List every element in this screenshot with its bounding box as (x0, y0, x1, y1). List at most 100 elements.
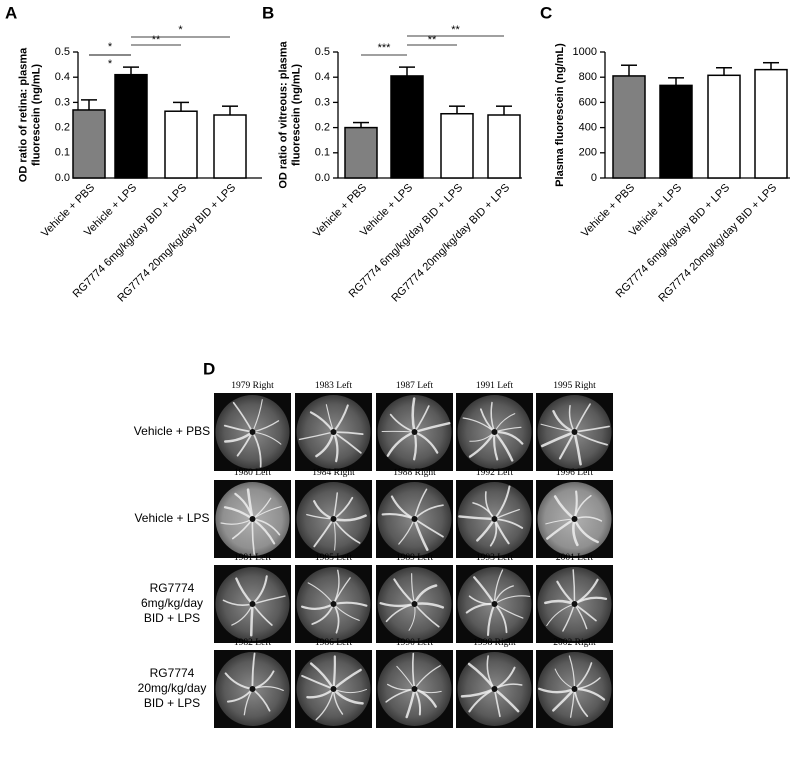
optic-disc (491, 516, 498, 522)
bar (72, 109, 106, 179)
bar (487, 114, 521, 179)
fundus-image (295, 565, 372, 643)
panel-label: C (540, 3, 552, 22)
optic-disc (249, 686, 256, 692)
significance-label: * (178, 24, 183, 36)
optic-disc (411, 429, 418, 435)
fundus-image (214, 650, 291, 728)
y-tick-label: 0.0 (315, 172, 330, 184)
y-tick-label: 200 (579, 147, 597, 159)
vessel (249, 602, 254, 637)
y-tick-label: 0.1 (55, 147, 70, 159)
bar (213, 114, 247, 179)
bar (659, 84, 693, 179)
image-caption: 1995 Right (553, 381, 596, 391)
y-tick-label: 0.1 (315, 147, 330, 159)
fundus-image (456, 565, 533, 643)
y-tick-label: 0 (591, 172, 597, 184)
image-caption: 1990 Left (396, 637, 434, 648)
y-axis-label: OD ratio of retina: plasma (17, 47, 29, 182)
image-caption: 2001 Left (556, 552, 594, 563)
vessel (493, 485, 511, 520)
optic-disc (571, 601, 578, 607)
vessel (251, 431, 262, 468)
y-tick-label: 800 (579, 71, 597, 83)
image-caption: 2002 Right (553, 638, 596, 648)
fundus-image (214, 480, 291, 558)
image-caption: 1991 Left (476, 380, 514, 391)
image-caption: 1985 Left (315, 552, 353, 563)
image-caption: 1986 Left (315, 637, 353, 648)
row-label: Vehicle + PBS (134, 424, 210, 438)
y-axis-label: Plasma fluorescein (ng/mL) (554, 43, 566, 187)
optic-disc (491, 601, 498, 607)
row-label: BID + LPS (144, 611, 200, 625)
image-caption: 1998 Right (473, 638, 516, 648)
optic-disc (249, 516, 256, 522)
significance-label: ** (428, 34, 437, 46)
optic-disc (330, 686, 337, 692)
fundus-image (456, 480, 533, 558)
optic-disc (249, 429, 256, 435)
optic-disc (411, 601, 418, 607)
optic-disc (491, 429, 498, 435)
fundus-image (456, 650, 533, 728)
optic-disc (411, 516, 418, 522)
image-caption: 1982 Left (234, 637, 272, 648)
vessel (386, 430, 416, 457)
significance-label: ** (152, 34, 161, 46)
fundus-image (536, 480, 613, 558)
optic-disc (571, 516, 578, 522)
image-caption: 1992 Left (476, 467, 514, 478)
fundus-image (536, 565, 613, 643)
vessel (546, 603, 576, 627)
significance-label: * (108, 41, 113, 53)
image-caption: 1979 Right (231, 381, 274, 391)
image-caption: 1983 Left (315, 380, 353, 391)
bar (440, 112, 474, 179)
bar (114, 73, 148, 179)
bar (344, 126, 378, 179)
y-tick-label: 0.3 (55, 96, 70, 108)
panel-label: B (262, 3, 274, 22)
optic-disc (330, 601, 337, 607)
optic-disc (330, 516, 337, 522)
y-tick-label: 0.2 (55, 122, 70, 134)
vessel (493, 595, 531, 605)
image-caption: 1980 Left (234, 467, 272, 478)
y-tick-label: 600 (579, 96, 597, 108)
fundus-image (536, 650, 613, 728)
image-caption: 1981 Left (234, 552, 272, 563)
y-tick-label: 0.5 (55, 46, 70, 58)
optic-disc (411, 686, 418, 692)
y-tick-label: 0.5 (315, 46, 330, 58)
fundus-image (376, 650, 453, 728)
image-caption: 1996 Left (556, 467, 594, 478)
fundus-image (456, 393, 533, 471)
bar (707, 74, 741, 179)
y-tick-label: 0.2 (315, 122, 330, 134)
fundus-image (295, 393, 372, 471)
optic-disc (491, 686, 498, 692)
y-tick-label: 1000 (573, 46, 597, 58)
vessel (315, 688, 335, 721)
fundus-image (295, 650, 372, 728)
optic-disc (249, 601, 256, 607)
significance-label: * (108, 58, 113, 70)
y-tick-label: 0.3 (315, 96, 330, 108)
panel-label: D (203, 359, 215, 378)
fundus-image (214, 565, 291, 643)
y-tick-label: 0.4 (55, 71, 70, 83)
image-caption: 1993 Left (476, 552, 514, 563)
y-tick-label: 0.0 (55, 172, 70, 184)
fundus-image (214, 393, 291, 471)
bar (612, 75, 646, 179)
significance-label: *** (378, 42, 392, 54)
fundus-image (376, 393, 453, 471)
panel-label: A (5, 3, 17, 22)
vessel (538, 687, 576, 694)
y-tick-label: 400 (579, 122, 597, 134)
image-caption: 1988 Right (393, 468, 436, 478)
optic-disc (330, 429, 337, 435)
